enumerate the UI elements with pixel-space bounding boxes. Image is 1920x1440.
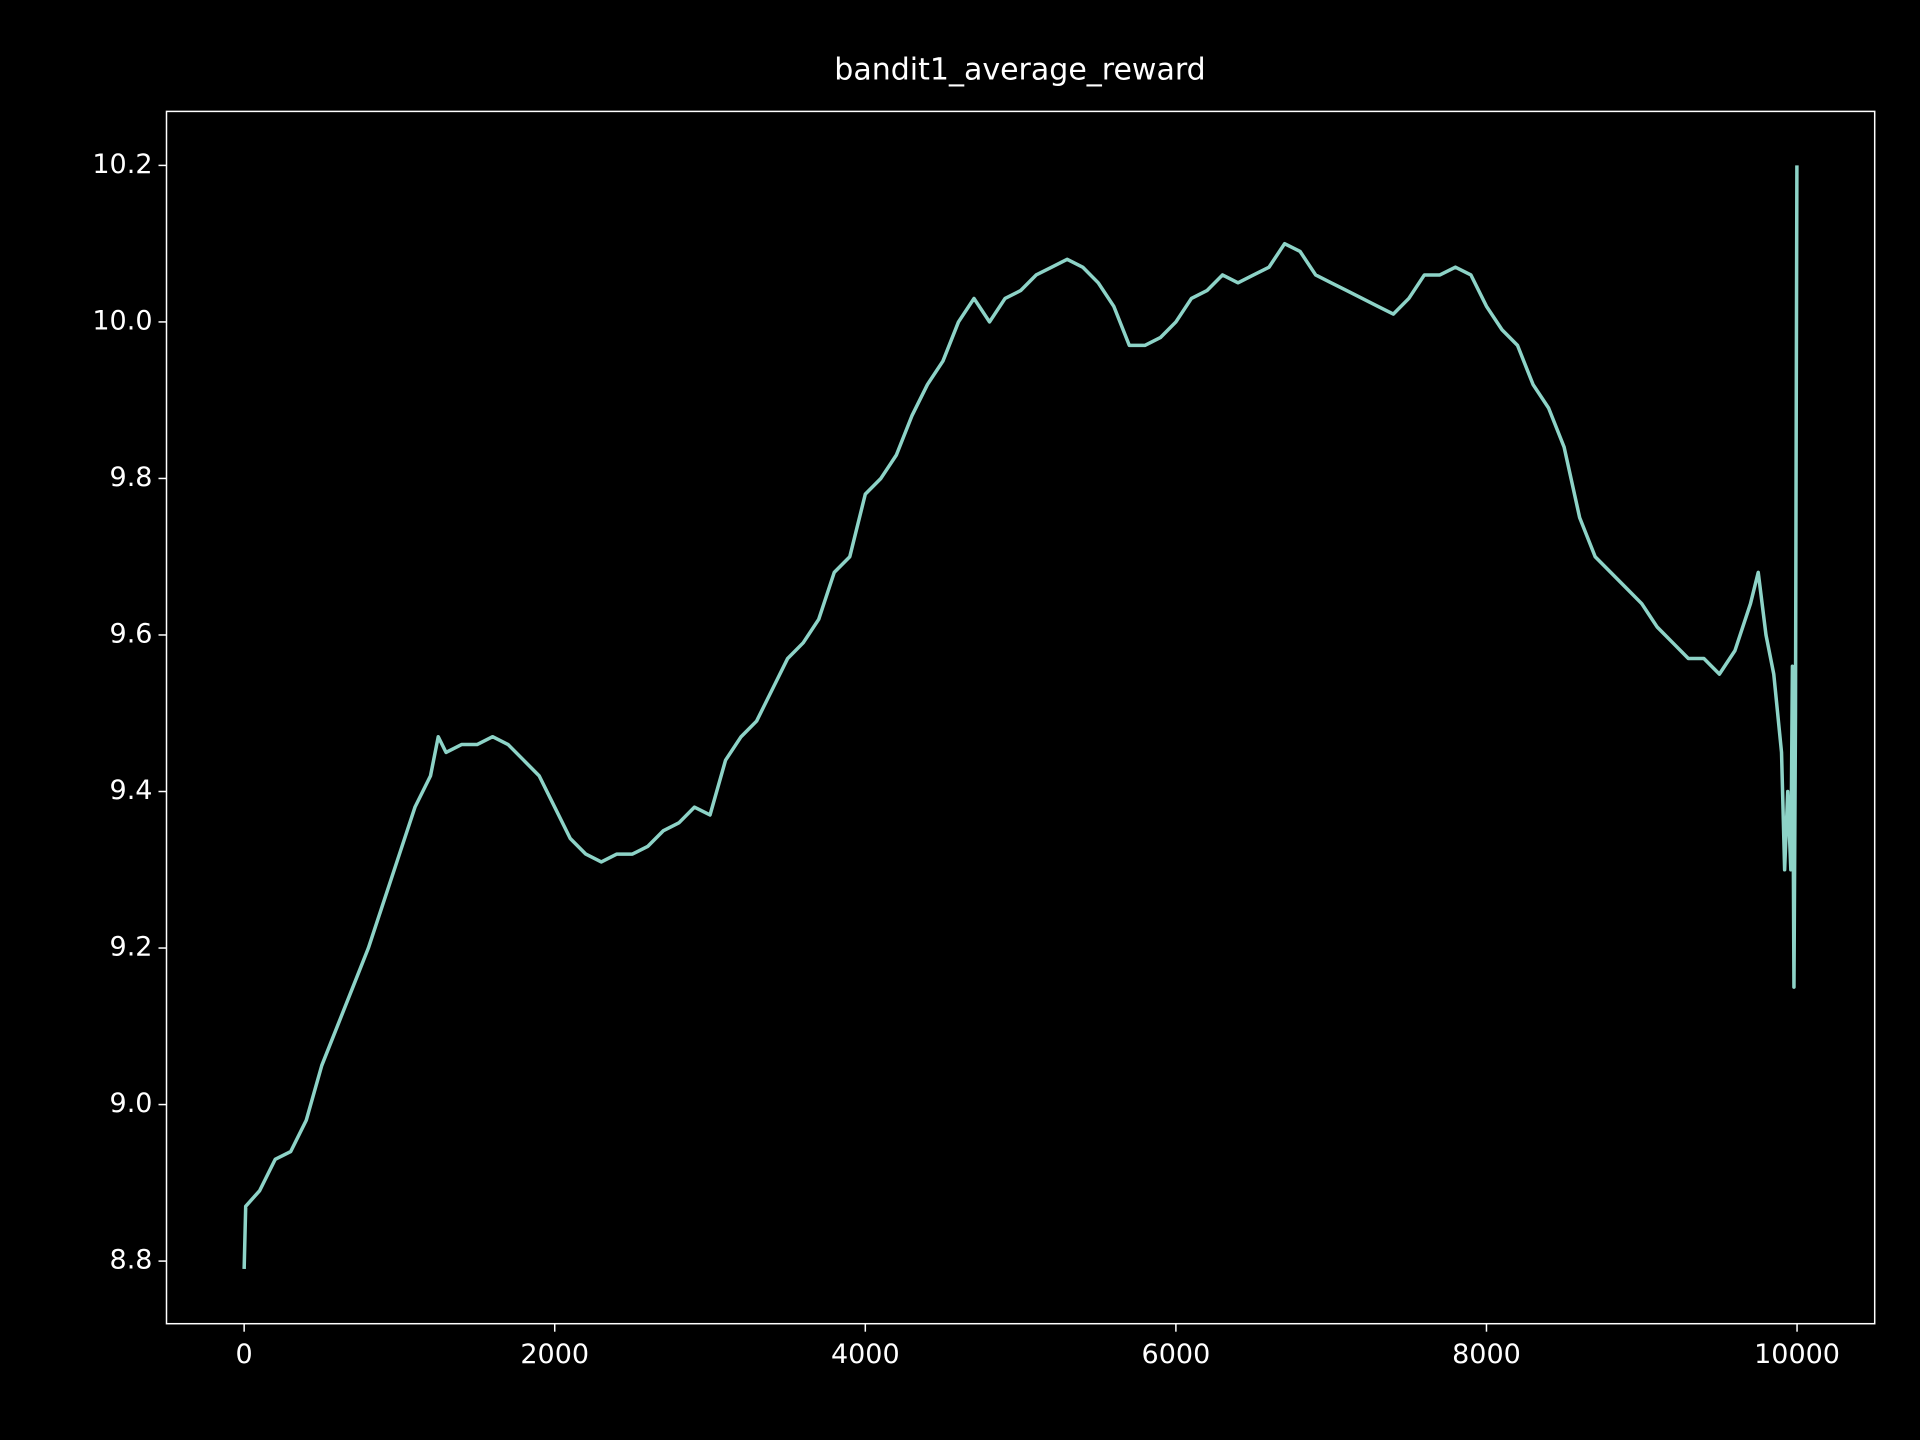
y-tick-label: 8.8 bbox=[110, 1245, 153, 1276]
x-tick-label: 8000 bbox=[1452, 1339, 1521, 1370]
plot-frame bbox=[165, 110, 1876, 1325]
x-tick-label: 10000 bbox=[1754, 1339, 1840, 1370]
x-tick-label: 6000 bbox=[1142, 1339, 1211, 1370]
y-tick-label: 9.0 bbox=[110, 1088, 153, 1119]
data-line bbox=[242, 165, 1799, 1269]
chart-title: bandit1_average_reward bbox=[834, 53, 1205, 88]
y-tick-label: 10.0 bbox=[92, 305, 152, 336]
x-tick-label: 2000 bbox=[520, 1339, 589, 1370]
x-tick-label: 4000 bbox=[831, 1339, 900, 1370]
y-tick-label: 9.8 bbox=[110, 462, 153, 493]
x-tick-label: 0 bbox=[236, 1339, 253, 1370]
y-tick-label: 9.2 bbox=[110, 932, 153, 963]
y-tick-label: 9.4 bbox=[110, 775, 153, 806]
y-tick-label: 10.2 bbox=[92, 149, 152, 180]
y-tick-label: 9.6 bbox=[110, 618, 153, 649]
